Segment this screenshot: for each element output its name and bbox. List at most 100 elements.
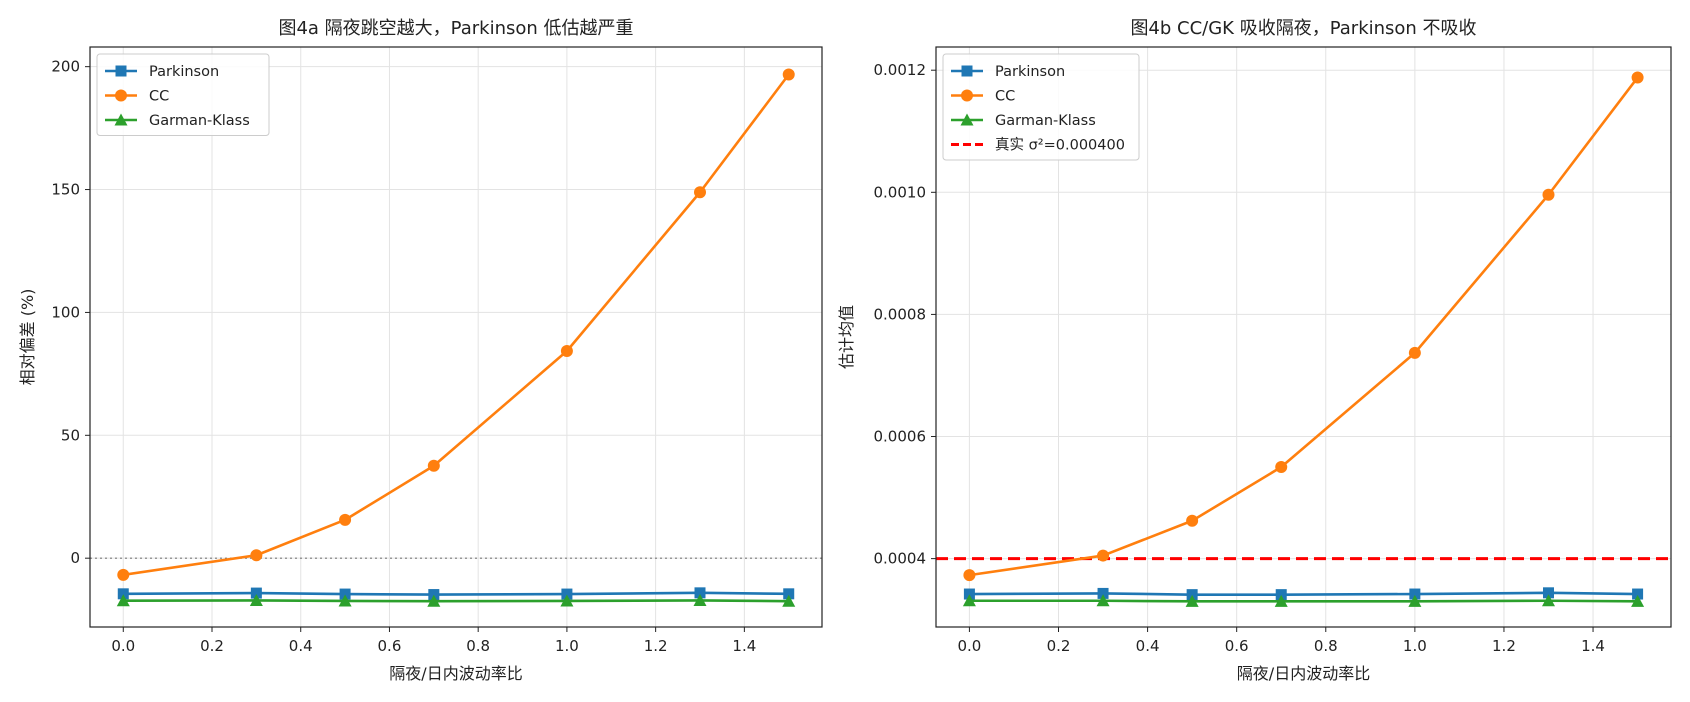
data-series [116, 68, 796, 607]
data-point-cc [1275, 461, 1288, 474]
y-axis-label: 估计均值 [837, 305, 856, 369]
data-point-parkinson [250, 587, 262, 599]
data-point-cc [1631, 71, 1644, 84]
data-series [962, 71, 1645, 607]
data-point-parkinson [117, 588, 129, 600]
data-point-parkinson [694, 587, 706, 599]
legend-marker-parkinson [961, 65, 973, 77]
x-tick-label: 1.2 [1492, 637, 1516, 655]
data-point-cc [782, 68, 795, 81]
y-tick-label: 200 [51, 58, 80, 76]
x-tick-label: 0.8 [1314, 637, 1338, 655]
chart-title: 图4b CC/GK 吸收隔夜，Parkinson 不吸收 [1130, 18, 1476, 39]
data-point-garman-klass [1408, 594, 1422, 607]
x-tick-label: 0.8 [466, 637, 490, 655]
x-axis-label: 隔夜/日内波动率比 [389, 664, 522, 683]
x-tick-label: 1.4 [732, 637, 756, 655]
legend-label: Parkinson [149, 64, 219, 80]
data-point-parkinson [339, 588, 351, 600]
series-line-parkinson [969, 591, 1638, 596]
data-point-parkinson [1409, 588, 1421, 600]
y-tick-label: 0.0004 [874, 550, 927, 568]
legend-label: CC [149, 89, 169, 105]
data-point-cc [1186, 514, 1199, 527]
legend-box [96, 53, 270, 136]
legend-box [942, 53, 1140, 161]
legend-marker-cc [961, 89, 973, 102]
legend-label: Garman-Klass [995, 113, 1096, 129]
x-tick-label: 0.2 [1047, 637, 1071, 655]
data-point-parkinson [783, 588, 795, 600]
y-tick-label: 100 [51, 303, 80, 321]
legend-label: 真实 σ²=0.000400 [995, 136, 1125, 154]
data-point-garman-klass [1185, 594, 1199, 607]
data-point-garman-klass [1096, 594, 1110, 607]
series-line-cc [123, 73, 790, 577]
x-tick-label: 0.0 [957, 637, 981, 655]
data-point-garman-klass [1542, 594, 1555, 607]
y-tick-label: 0.0010 [874, 183, 927, 201]
series-line-garman-klass [123, 599, 789, 603]
data-point-garman-klass [1631, 594, 1645, 607]
data-point-garman-klass [560, 594, 574, 607]
data-point-parkinson [1186, 589, 1198, 601]
legend: Parkinson CC Garman-Klass 真实 σ²=0.000400 [942, 53, 1140, 161]
y-tick-label: 50 [61, 426, 80, 444]
chart-title: 图4a 隔夜跳空越大，Parkinson 低估越严重 [278, 18, 633, 39]
y-tick-label: 150 [51, 181, 80, 199]
data-point-cc [963, 569, 976, 582]
x-tick-label: 0.4 [289, 637, 313, 655]
series-line-garman-klass [969, 599, 1638, 603]
data-point-garman-klass [249, 593, 263, 606]
x-tick-label: 1.0 [1403, 637, 1427, 655]
x-tick-label: 1.4 [1581, 637, 1605, 655]
axis-ticks: 0.0 0.2 0.4 0.6 0.8 1.0 1.2 1.4 0 50 100 150 200 [51, 58, 756, 655]
data-point-parkinson [1097, 587, 1109, 599]
data-point-garman-klass [962, 594, 976, 607]
data-point-cc [1542, 188, 1555, 201]
x-tick-label: 0.0 [111, 637, 135, 655]
data-point-parkinson [1275, 589, 1287, 601]
data-point-cc [560, 345, 573, 358]
x-tick-label: 0.4 [1136, 637, 1160, 655]
x-tick-label: 0.6 [1225, 637, 1249, 655]
data-point-garman-klass [427, 594, 441, 607]
data-point-cc [117, 568, 130, 581]
y-tick-label: 0.0008 [874, 305, 927, 323]
data-point-cc [427, 459, 440, 472]
chart-panel-4b: 0.0 0.2 0.4 0.6 0.8 1.0 1.2 1.4 0.0004 0.0006 0.00… [837, 18, 1672, 683]
data-point-garman-klass [693, 593, 707, 606]
legend-marker-cc [115, 89, 127, 102]
y-axis-label: 相对偏差 (%) [18, 289, 37, 386]
series-line-parkinson [123, 591, 789, 596]
axis-ticks: 0.0 0.2 0.4 0.6 0.8 1.0 1.2 1.4 0.0004 0.0006 0.00… [874, 61, 1605, 655]
legend: Parkinson CC Garman-Klass [96, 53, 270, 136]
plot-frame [935, 46, 1672, 628]
data-point-garman-klass [1274, 594, 1288, 607]
data-point-cc [339, 513, 352, 526]
x-tick-label: 1.0 [555, 637, 579, 655]
y-tick-label: 0 [70, 549, 80, 567]
x-tick-label: 1.2 [644, 637, 668, 655]
y-tick-label: 0.0012 [874, 61, 927, 79]
legend-marker-garman-klass [960, 113, 974, 126]
data-point-parkinson [963, 588, 975, 600]
legend-label: Parkinson [995, 64, 1065, 80]
data-point-garman-klass [116, 594, 130, 607]
data-point-cc [250, 549, 263, 562]
data-point-parkinson [561, 588, 573, 600]
legend-label: Garman-Klass [149, 113, 250, 129]
data-point-parkinson [428, 589, 440, 601]
x-tick-label: 0.2 [200, 637, 224, 655]
legend-label: CC [995, 89, 1015, 105]
grid-lines [90, 47, 822, 627]
chart-panel-4a: 0.0 0.2 0.4 0.6 0.8 1.0 1.2 1.4 0 50 100 150 200 图4a… [18, 18, 823, 683]
data-point-parkinson [1543, 587, 1554, 599]
legend-marker-parkinson [115, 65, 127, 77]
plot-frame [89, 46, 823, 628]
data-point-cc [1408, 346, 1421, 359]
y-tick-label: 0.0006 [874, 428, 927, 446]
data-point-cc [694, 186, 706, 199]
data-point-garman-klass [782, 594, 796, 607]
